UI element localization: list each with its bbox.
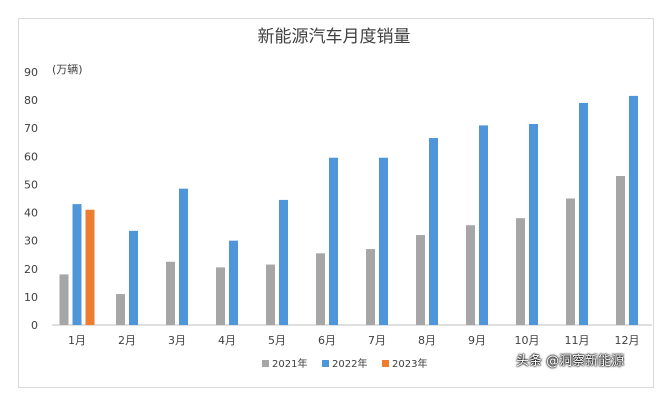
bar-2022年-7月 — [379, 157, 388, 325]
bar-2021年-2月 — [116, 294, 125, 325]
legend-label: 2021年 — [272, 357, 307, 370]
watermark-text: 头条 @洞察新能源 — [516, 354, 625, 369]
bar-2021年-6月 — [316, 253, 325, 325]
y-tick-label: 60 — [24, 150, 38, 163]
x-tick-label: 2月 — [118, 334, 136, 347]
y-tick-label: 40 — [24, 207, 38, 220]
bar-2022年-1月 — [72, 204, 82, 325]
bar-2021年-10月 — [516, 218, 525, 325]
bar-2021年-3月 — [166, 261, 175, 325]
x-tick-label: 9月 — [468, 334, 486, 347]
x-tick-label: 12月 — [615, 334, 640, 347]
bar-2022年-9月 — [479, 125, 488, 326]
bar-2021年-9月 — [466, 225, 475, 325]
x-tick-label: 6月 — [318, 334, 336, 347]
x-tick-label: 11月 — [565, 334, 590, 347]
bar-2022年-5月 — [279, 199, 288, 325]
legend-swatch — [322, 360, 329, 367]
y-tick-label: 0 — [31, 319, 38, 332]
bar-2022年-6月 — [329, 157, 338, 325]
bar-2021年-8月 — [416, 235, 425, 325]
x-tick-label: 5月 — [268, 334, 286, 347]
bar-2022年-10月 — [529, 124, 538, 325]
bar-2022年-12月 — [629, 95, 638, 326]
x-tick-label: 7月 — [368, 334, 386, 347]
bar-2022年-4月 — [229, 240, 238, 325]
bar-2021年-12月 — [616, 176, 625, 325]
x-tick-label: 8月 — [418, 334, 436, 347]
legend-swatch — [382, 360, 389, 367]
y-tick-label: 80 — [24, 94, 38, 107]
chart-title: 新能源汽车月度销量 — [257, 27, 411, 47]
bar-2021年-1月 — [59, 274, 69, 325]
y-tick-label: 30 — [24, 235, 38, 248]
bar-2022年-11月 — [579, 102, 588, 325]
y-tick-label: 90 — [24, 66, 38, 79]
bar-2021年-5月 — [266, 264, 275, 325]
bar-2022年-8月 — [429, 138, 438, 325]
bar-2022年-3月 — [179, 188, 188, 325]
x-tick-label: 4月 — [218, 334, 236, 347]
legend-swatch — [262, 360, 269, 367]
bar-2023年-1月 — [85, 209, 95, 325]
x-tick-label: 3月 — [168, 334, 186, 347]
bar-2021年-7月 — [366, 249, 375, 325]
legend-label: 2023年 — [392, 357, 427, 370]
y-tick-label: 70 — [24, 122, 38, 135]
legend-label: 2022年 — [332, 357, 367, 370]
y-tick-label: 20 — [24, 263, 38, 276]
y-axis-unit-label: (万辆) — [52, 63, 83, 76]
bar-2022年-2月 — [129, 230, 138, 325]
y-tick-label: 10 — [24, 291, 38, 304]
bar-2021年-4月 — [216, 267, 225, 325]
y-tick-label: 50 — [24, 178, 38, 191]
bar-2021年-11月 — [566, 198, 575, 325]
x-tick-label: 1月 — [68, 334, 86, 347]
x-tick-label: 10月 — [515, 334, 540, 347]
